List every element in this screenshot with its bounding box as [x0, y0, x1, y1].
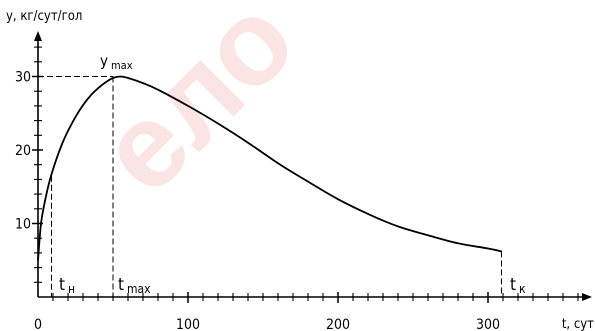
- y-tick-label: 10: [15, 217, 31, 233]
- y-axis-label: y, кг/сут/гол: [6, 9, 82, 24]
- data-point: [307, 181, 309, 183]
- x-axis-label: t, сут: [562, 317, 594, 331]
- x-tick-label: 300: [476, 317, 500, 331]
- y-max-label-main: y: [100, 52, 108, 70]
- data-point: [277, 162, 279, 164]
- data-point: [142, 82, 144, 84]
- y-tick-label: 20: [15, 143, 31, 159]
- curve-group: [37, 75, 503, 261]
- data-point: [112, 77, 114, 79]
- t-k-label-subscript: к: [519, 282, 526, 296]
- t-max-label: t max: [118, 275, 151, 296]
- x-tick-label: 200: [326, 317, 350, 331]
- data-point: [104, 81, 107, 83]
- data-point: [487, 247, 489, 250]
- data-point: [89, 95, 92, 97]
- x-tick-label: 100: [176, 317, 200, 331]
- data-point: [40, 222, 42, 225]
- y-axis-arrow: [34, 31, 42, 41]
- data-point: [187, 105, 189, 107]
- data-point: [457, 242, 459, 244]
- x-tick-label: 0: [34, 317, 42, 331]
- data-point: [217, 122, 219, 125]
- data-point: [247, 142, 249, 144]
- data-point: [337, 198, 339, 200]
- data-point: [500, 250, 503, 253]
- data-point: [427, 234, 429, 236]
- data-point: [82, 104, 84, 106]
- data-point: [61, 143, 63, 145]
- t-max-label-subscript: max: [127, 282, 151, 296]
- y-max-label: y max: [100, 52, 133, 72]
- t-k-label-main: t: [510, 275, 516, 295]
- data-point: [97, 87, 99, 89]
- watermark: ело: [74, 0, 321, 218]
- guide-lines: [38, 76, 502, 297]
- data-point: [44, 197, 47, 200]
- data-point: [67, 130, 69, 132]
- data-point: [397, 225, 399, 228]
- data-point: [127, 77, 129, 79]
- data-point: [157, 89, 159, 91]
- t-max-label-main: t: [118, 275, 124, 295]
- t-n-label-subscript: н: [68, 282, 75, 296]
- data-point: [119, 75, 122, 78]
- t-n-label-main: t: [59, 275, 65, 295]
- data-point: [55, 159, 57, 161]
- data-point: [49, 178, 51, 180]
- y-tick-label: 30: [15, 70, 31, 86]
- tick-labels: 0 100 200 300 10 20 30: [15, 70, 500, 331]
- x-axis-arrow: [582, 293, 592, 301]
- data-point: [74, 116, 77, 118]
- data-point: [367, 213, 369, 215]
- data-point: [37, 259, 39, 261]
- watermark-text: ело: [74, 0, 321, 218]
- y-max-label-subscript: max: [111, 59, 133, 72]
